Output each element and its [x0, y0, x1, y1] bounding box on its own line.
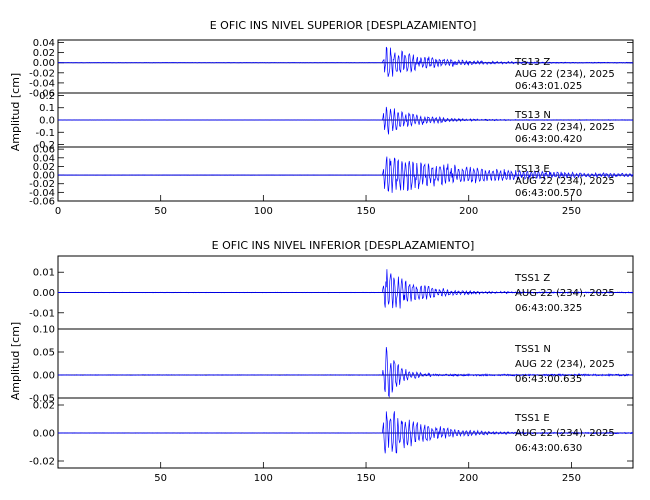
waveform-trace — [57, 46, 634, 77]
event-date-label: AUG 22 (234), 2025 — [515, 288, 615, 299]
x-tick-label: 50 — [154, 206, 167, 217]
station-channel-label: TSS1 Z — [514, 273, 550, 284]
y-tick-label: 0.00 — [33, 371, 55, 382]
group-title-superior: E OFIC INS NIVEL SUPERIOR [DESPLAZAMIENT… — [210, 19, 477, 32]
station-channel-label: TSS1 E — [514, 413, 550, 424]
event-date-label: AUG 22 (234), 2025 — [515, 428, 615, 439]
start-time-label: 06:43:00.635 — [515, 374, 582, 385]
x-tick-label: 250 — [562, 206, 581, 217]
y-tick-label: -0.06 — [29, 89, 55, 100]
x-axis-inferior: 50 100 150 200 250 — [154, 462, 581, 484]
waveform-trace — [57, 106, 633, 135]
y-ticks: 0.01 0.00 -0.01 — [29, 268, 633, 319]
y-tick-label: 0.01 — [33, 268, 55, 279]
y-tick-label: 0.2 — [39, 91, 55, 102]
panel-superior-n: 0.20.1 0.0-0.1-0.2 TS13 N AUG 22 (234), 2… — [35, 91, 634, 151]
start-time-label: 06:43:00.325 — [515, 303, 582, 314]
y-tick-label: 0.00 — [33, 288, 55, 299]
panel-inferior-z: 0.010.00-0.01 TSS1 Z AUG 22 (234), 2025 … — [29, 255, 634, 330]
y-tick-label: 0.06 — [33, 145, 55, 156]
start-time-label: 06:43:00.420 — [515, 134, 582, 145]
y-ticks: 0.060.040.020.00-0.02-0.04-0.06 — [29, 145, 633, 208]
y-tick-label: 0.1 — [39, 103, 55, 114]
start-time-label: 06:43:00.570 — [515, 188, 582, 199]
y-ticks: 0.040.020.00-0.02-0.04-0.06 — [29, 38, 633, 100]
y-tick-label: -0.06 — [29, 197, 55, 208]
panel-superior-e: 0.060.040.020.00-0.02-0.04-0.06 TS13 E A… — [29, 145, 634, 208]
panel-inferior-e: 0.020.00-0.02 TSS1 E AUG 22 (234), 2025 … — [29, 397, 634, 469]
x-tick-label: 100 — [254, 473, 273, 484]
y-tick-label: -0.04 — [29, 188, 55, 199]
panel-inferior-n: 0.10 0.05 0.00 -0.05 TSS1 N AUG 22 (234), 2… — [29, 325, 634, 405]
station-channel-label: TS13 Z — [514, 57, 550, 68]
y-tick-label: 0.02 — [33, 401, 55, 412]
y-tick-label: -0.02 — [29, 457, 55, 468]
y-tick-label: 0.02 — [33, 162, 55, 173]
y-tick-label: -0.1 — [35, 128, 55, 139]
y-tick-label: -0.02 — [29, 179, 55, 190]
x-tick-label: 200 — [459, 473, 478, 484]
group-inferior: E OFIC INS NIVEL INFERIOR [DESPLAZAMIENT… — [9, 239, 634, 484]
y-tick-label: 0.00 — [33, 429, 55, 440]
start-time-label: 06:43:00.630 — [515, 443, 582, 454]
x-tick-label: 250 — [562, 473, 581, 484]
event-date-label: AUG 22 (234), 2025 — [515, 69, 615, 80]
x-tick-label: 0 — [55, 206, 61, 217]
y-axis-label-inferior: Amplitud [cm] — [9, 322, 22, 400]
y-tick-label: -0.01 — [29, 308, 55, 319]
x-tick-label: 150 — [356, 473, 375, 484]
event-date-label: AUG 22 (234), 2025 — [515, 122, 615, 133]
y-tick-label: -0.2 — [35, 140, 55, 151]
event-date-label: AUG 22 (234), 2025 — [515, 176, 615, 187]
y-tick-label: -0.05 — [29, 394, 55, 405]
x-tick-label: 150 — [356, 206, 375, 217]
y-tick-label: 0.00 — [33, 171, 55, 182]
y-axis-label-superior: Amplitud [cm] — [9, 73, 22, 151]
x-tick-label: 100 — [254, 206, 273, 217]
station-channel-label: TS13 E — [514, 164, 550, 175]
group-title-inferior: E OFIC INS NIVEL INFERIOR [DESPLAZAMIENT… — [212, 239, 475, 252]
y-ticks: 0.02 0.00 -0.02 — [29, 401, 633, 468]
waveform-trace — [57, 156, 634, 193]
y-tick-label: -0.02 — [29, 68, 55, 79]
y-tick-label: -0.04 — [29, 78, 55, 89]
y-tick-label: 0.0 — [39, 116, 55, 127]
y-tick-label: 0.04 — [33, 153, 55, 164]
y-tick-label: 0.05 — [33, 348, 55, 359]
y-tick-label: 0.02 — [33, 48, 55, 59]
station-channel-label: TS13 N — [514, 110, 551, 121]
y-tick-label: 0.10 — [33, 325, 55, 336]
station-channel-label: TSS1 N — [514, 344, 551, 355]
waveform-trace — [57, 269, 634, 309]
x-tick-label: 50 — [154, 473, 167, 484]
x-tick-label: 200 — [459, 206, 478, 217]
x-axis-superior: 0 50 100 150 200 250 — [55, 195, 581, 217]
waveform-trace — [57, 346, 633, 398]
group-superior: E OFIC INS NIVEL SUPERIOR [DESPLAZAMIENT… — [9, 19, 634, 217]
event-date-label: AUG 22 (234), 2025 — [515, 359, 615, 370]
start-time-label: 06:43:01.025 — [515, 81, 582, 92]
panel-superior-z: 0.040.020.00-0.02-0.04-0.06 TS13 Z AUG 2… — [29, 38, 634, 100]
y-tick-label: 0.04 — [33, 38, 55, 49]
y-tick-label: 0.00 — [33, 58, 55, 69]
waveform-trace — [57, 411, 634, 454]
